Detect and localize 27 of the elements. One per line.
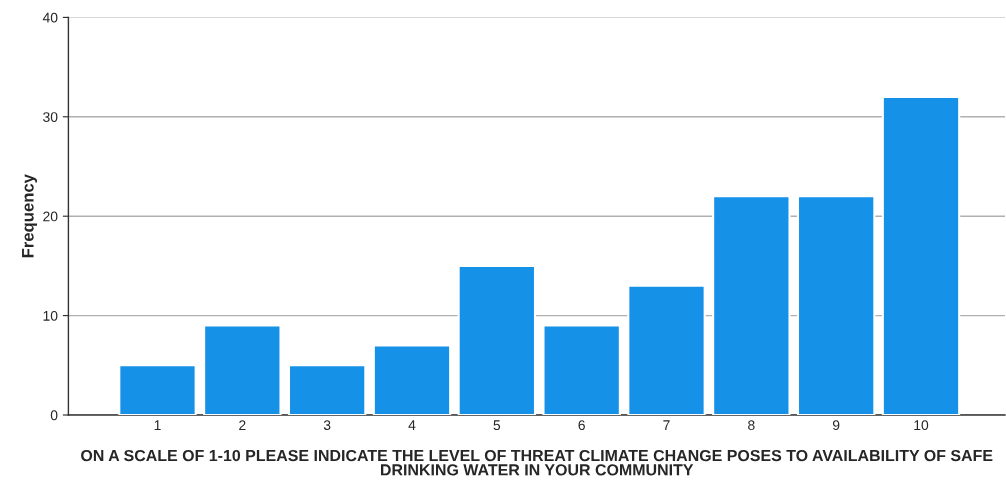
x-tick-label: 3 — [323, 420, 331, 431]
bar — [203, 324, 282, 415]
x-tick-label: 10 — [914, 420, 929, 431]
bar — [796, 195, 876, 415]
bar — [457, 264, 537, 415]
bar — [881, 95, 961, 415]
y-tick-label: 10 — [43, 310, 58, 321]
bar — [712, 195, 791, 415]
y-tick-label: 40 — [42, 12, 58, 23]
y-tick-label: 20 — [43, 211, 58, 222]
bar — [627, 284, 706, 415]
x-tick-label: 7 — [663, 420, 670, 430]
bar — [287, 364, 367, 415]
x-axis-title: ON A SCALE OF 1-10 PLEASE INDICATE THE LEVEL OF THREAT CLIMATE CHANGE POSES TO AVAILABILITY OF SAFE DRINKING WATER IN YOUR COMMUNITY — [81, 449, 993, 476]
y-axis-title: Frequency — [22, 174, 37, 258]
x-tick-label: 6 — [578, 420, 585, 431]
bar — [542, 324, 621, 415]
x-tick-label: 2 — [239, 420, 246, 430]
bar — [372, 344, 452, 415]
x-tick-label: 9 — [832, 420, 840, 431]
y-tick-label: 30 — [43, 112, 58, 122]
bar — [118, 364, 197, 415]
y-tick-label: 0 — [50, 410, 58, 421]
x-tick-label: 8 — [748, 420, 755, 431]
x-tick-label: 5 — [493, 420, 501, 431]
x-tick-label: 1 — [154, 420, 161, 430]
x-tick-label: 4 — [408, 420, 416, 430]
